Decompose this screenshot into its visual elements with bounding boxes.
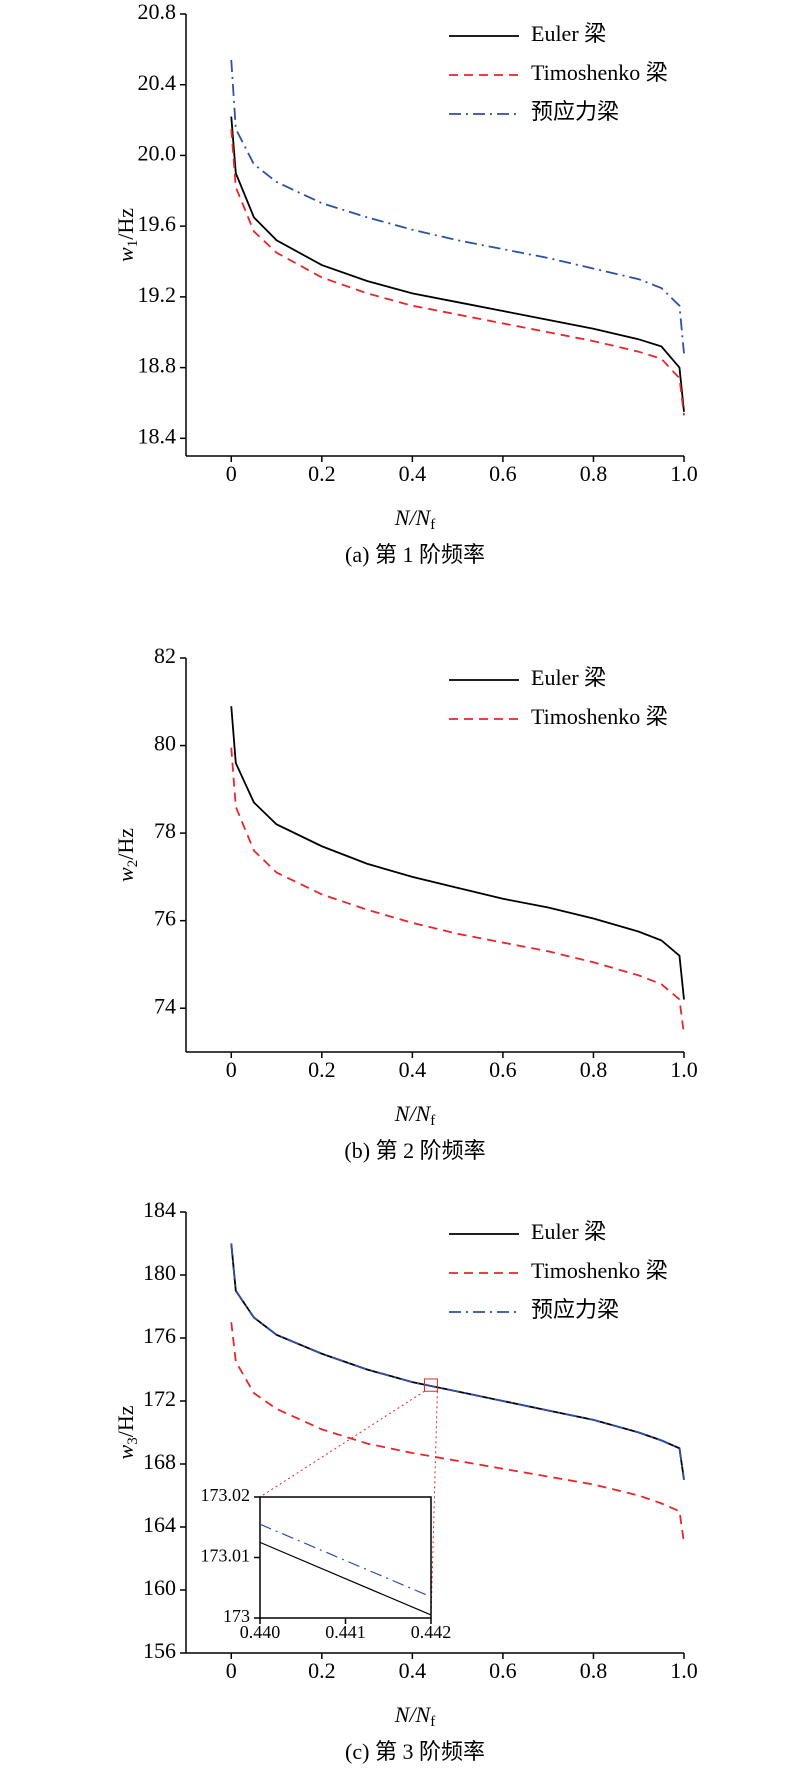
- series-line: [259, 1523, 432, 1598]
- y-label-sub: 2: [125, 860, 141, 868]
- series-line: [230, 706, 685, 1000]
- series-line: [230, 1243, 685, 1480]
- y-label-sub: 1: [125, 240, 141, 248]
- y-tick-label: 173.02: [201, 1485, 251, 1505]
- x-tick-label: 0: [226, 1057, 237, 1082]
- x-tick-label: 0.8: [580, 461, 608, 486]
- x-axis-label: N/Nf: [394, 1702, 435, 1730]
- y-tick-label: 20.8: [138, 0, 177, 24]
- x-tick-label: 0.4: [399, 461, 427, 486]
- x-label-symbol: N/N: [394, 1101, 432, 1126]
- x-tick-label: 0.2: [308, 1658, 336, 1683]
- x-label-sub: f: [430, 1714, 435, 1730]
- x-axis-label: N/Nf: [394, 505, 435, 533]
- y-tick-label: 156: [143, 1638, 176, 1663]
- x-tick-label: 0.6: [489, 461, 517, 486]
- x-label-sub: f: [430, 517, 435, 533]
- x-tick-label: 0.6: [489, 1658, 517, 1683]
- y-tick-label: 18.8: [138, 353, 177, 378]
- y-tick-label: 20.4: [138, 70, 177, 95]
- caption: (b) 第 2 阶频率: [344, 1138, 485, 1163]
- x-tick-label: 1.0: [670, 461, 698, 486]
- series-line: [259, 1541, 432, 1616]
- x-tick-label: 1.0: [670, 1658, 698, 1683]
- y-axis-label: w3/Hz: [113, 1405, 141, 1459]
- y-tick-label: 74: [154, 993, 176, 1018]
- x-tick-label: 1.0: [670, 1057, 698, 1082]
- x-label-symbol: N/N: [394, 1702, 432, 1727]
- y-label-unit: /Hz: [113, 208, 138, 240]
- x-tick-label: 0: [226, 1658, 237, 1683]
- y-tick-label: 168: [143, 1449, 176, 1474]
- zoom-connector: [259, 1390, 425, 1498]
- x-tick-label: 0.2: [308, 461, 336, 486]
- y-label-unit: /Hz: [113, 828, 138, 860]
- legend-label: Euler 梁: [531, 21, 606, 46]
- caption: (c) 第 3 阶频率: [345, 1739, 485, 1764]
- x-tick-label: 0.442: [411, 1622, 452, 1642]
- y-tick-label: 172: [143, 1386, 176, 1411]
- legend-label: Timoshenko 梁: [531, 704, 668, 729]
- y-tick-label: 173: [223, 1606, 250, 1626]
- y-axis-label: w2/Hz: [113, 828, 141, 882]
- series-line: [230, 1322, 685, 1543]
- x-tick-label: 0.440: [240, 1622, 281, 1642]
- x-tick-label: 0: [226, 461, 237, 486]
- x-tick-label: 0.4: [399, 1658, 427, 1683]
- caption: (a) 第 1 阶频率: [345, 542, 485, 567]
- y-label-unit: /Hz: [113, 1405, 138, 1437]
- series-line: [230, 59, 685, 354]
- y-tick-label: 176: [143, 1323, 176, 1348]
- x-axis-label: N/Nf: [394, 1101, 435, 1129]
- zoom-connector: [430, 1391, 438, 1619]
- zoom-box: [423, 1378, 438, 1392]
- y-axis-label: w1/Hz: [113, 208, 141, 262]
- legend-label: Timoshenko 梁: [531, 1258, 668, 1283]
- legend-label: 预应力梁: [531, 1297, 619, 1322]
- y-tick-label: 20.0: [138, 140, 177, 165]
- x-tick-label: 0.8: [580, 1057, 608, 1082]
- y-tick-label: 184: [143, 1197, 176, 1222]
- y-label-sub: 3: [125, 1437, 141, 1445]
- legend-label: Euler 梁: [531, 665, 606, 690]
- x-label-symbol: N/N: [394, 505, 432, 530]
- x-tick-label: 0.4: [399, 1057, 427, 1082]
- y-tick-label: 180: [143, 1260, 176, 1285]
- y-label-symbol: w: [113, 247, 138, 262]
- x-tick-label: 0.441: [325, 1622, 366, 1642]
- legend-label: Euler 梁: [531, 1219, 606, 1244]
- y-tick-label: 80: [154, 731, 176, 756]
- y-tick-label: 164: [143, 1512, 176, 1537]
- x-tick-label: 0.8: [580, 1658, 608, 1683]
- y-label-symbol: w: [113, 867, 138, 882]
- y-tick-label: 19.2: [138, 282, 177, 307]
- x-label-sub: f: [430, 1113, 435, 1129]
- y-tick-label: 18.4: [138, 423, 177, 448]
- x-tick-label: 0.2: [308, 1057, 336, 1082]
- y-tick-label: 76: [154, 906, 176, 931]
- y-label-symbol: w: [113, 1444, 138, 1459]
- series-line: [230, 747, 685, 1035]
- y-tick-label: 82: [154, 643, 176, 668]
- series-line: [230, 128, 685, 416]
- inset-frame: [259, 1496, 432, 1619]
- y-tick-label: 19.6: [138, 211, 177, 236]
- legend-label: Timoshenko 梁: [531, 60, 668, 85]
- x-tick-label: 0.6: [489, 1057, 517, 1082]
- y-tick-label: 160: [143, 1575, 176, 1600]
- y-tick-label: 173.01: [201, 1546, 251, 1566]
- legend-label: 预应力梁: [531, 99, 619, 124]
- y-tick-label: 78: [154, 818, 176, 843]
- series-line: [230, 116, 685, 412]
